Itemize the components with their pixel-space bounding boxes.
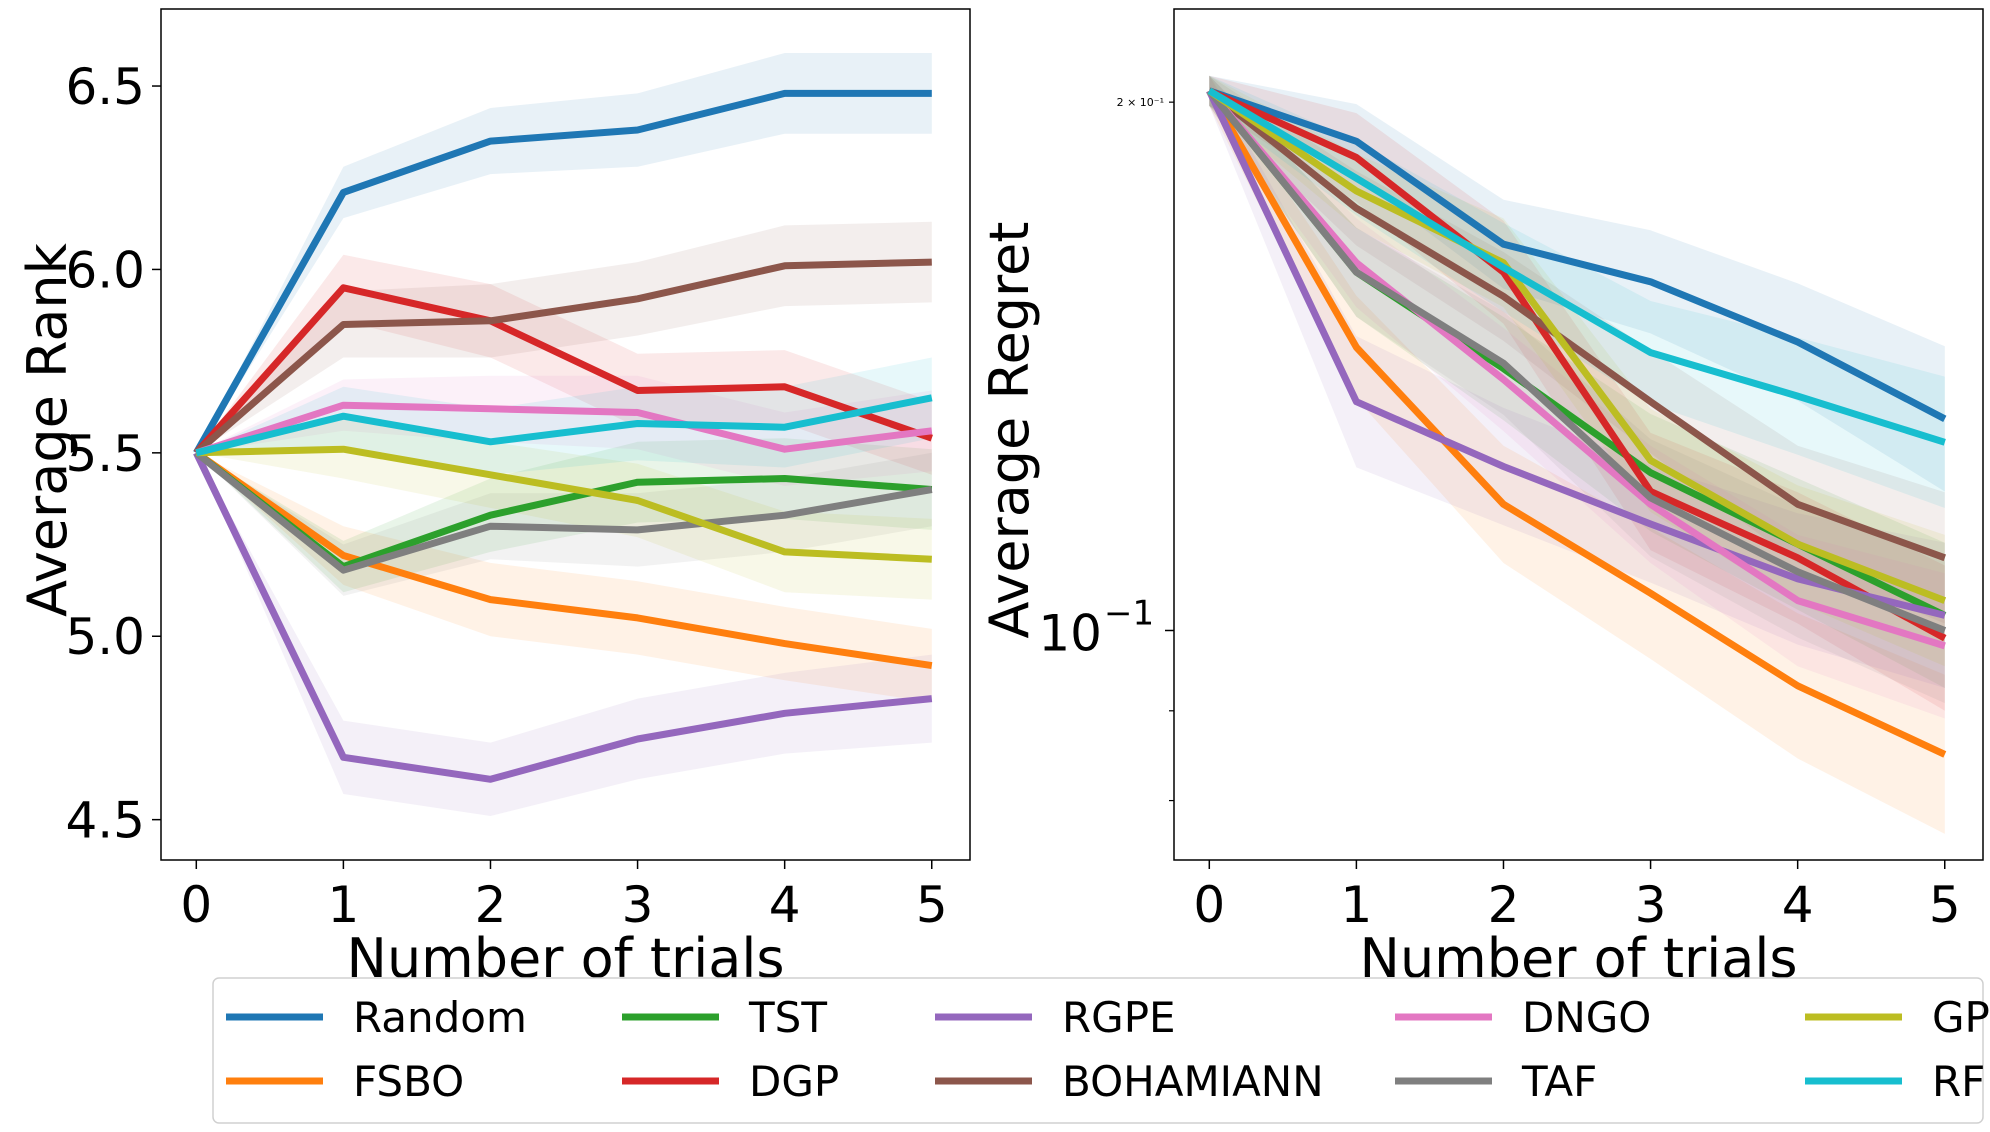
series-line-fsbo bbox=[194, 449, 933, 670]
series-line-bohamiann bbox=[193, 258, 932, 456]
series-line-rf bbox=[1207, 87, 1946, 446]
y-tick-label: 6.5 bbox=[65, 58, 145, 116]
legend-label-taf: TAF bbox=[1521, 1057, 1597, 1106]
series-line-taf bbox=[194, 450, 933, 574]
series-lines bbox=[193, 89, 933, 783]
bands bbox=[1209, 75, 1945, 834]
legend-label-dgp: DGP bbox=[749, 1057, 839, 1106]
y-tick-exponent: −1 bbox=[1104, 593, 1154, 633]
series-line-bohamiann bbox=[1207, 88, 1946, 562]
series-line-dngo bbox=[195, 401, 933, 457]
y-tick-label: 10 bbox=[1038, 604, 1102, 662]
series-line-gp bbox=[196, 445, 932, 563]
series-line-dngo bbox=[1206, 88, 1946, 650]
series-line-gp bbox=[1207, 87, 1947, 604]
x-tick-label: 2 bbox=[1488, 876, 1520, 934]
x-tick-label: 0 bbox=[1193, 876, 1225, 934]
x-tick-label: 1 bbox=[1340, 876, 1372, 934]
band-taf bbox=[1209, 75, 1945, 704]
y-minor-tick-label: 2 × 10⁻¹ bbox=[1117, 96, 1164, 109]
legend-label-rf: RF bbox=[1932, 1057, 1985, 1106]
legend-label-random: Random bbox=[353, 993, 527, 1042]
x-tick-label: 0 bbox=[180, 876, 212, 934]
legend-label-gp: GP bbox=[1932, 993, 1990, 1042]
x-tick-label: 5 bbox=[916, 876, 948, 934]
series-line-taf bbox=[1206, 88, 1947, 634]
x-tick-label: 4 bbox=[1782, 876, 1814, 934]
series-lines bbox=[1206, 87, 1947, 758]
series-line-rf bbox=[195, 394, 933, 457]
band-rgpe bbox=[1209, 75, 1945, 688]
y-tick-label: 5.0 bbox=[65, 608, 145, 666]
x-tick-label: 4 bbox=[769, 876, 801, 934]
legend-label-rgpe: RGPE bbox=[1062, 993, 1176, 1042]
series-line-rgpe bbox=[193, 451, 933, 783]
y-tick-label: 4.5 bbox=[65, 792, 145, 850]
series-line-fsbo bbox=[1206, 89, 1947, 758]
legend-label-fsbo: FSBO bbox=[353, 1057, 464, 1106]
y-axis-label: Average Rank bbox=[16, 242, 79, 617]
plot-frame bbox=[160, 8, 971, 861]
y-tick-label: 6.0 bbox=[65, 241, 145, 299]
y-axis-label: Average Regret bbox=[978, 222, 1041, 639]
band-gp bbox=[196, 419, 932, 600]
legend: Random FSBO TST DGP RGPE BOHAMIANN DNGO TAF GP RF bbox=[212, 977, 1990, 1124]
x-tick-label: 1 bbox=[327, 876, 359, 934]
series-line-random bbox=[193, 89, 932, 455]
band-rgpe bbox=[196, 452, 932, 816]
y-tick-label: 5.5 bbox=[65, 425, 145, 483]
plot-frame bbox=[1173, 8, 1984, 861]
band-fsbo bbox=[1209, 75, 1945, 834]
x-tick-label: 5 bbox=[1929, 876, 1961, 934]
legend-label-tst: TST bbox=[748, 993, 827, 1042]
band-random bbox=[196, 53, 932, 453]
band-random bbox=[1209, 75, 1945, 492]
band-gp bbox=[1209, 75, 1945, 667]
band-dngo bbox=[1209, 75, 1945, 719]
x-tick-label: 3 bbox=[622, 876, 654, 934]
x-tick-label: 2 bbox=[475, 876, 507, 934]
legend-label-dngo: DNGO bbox=[1522, 993, 1651, 1042]
series-line-random bbox=[1208, 87, 1947, 423]
band-dgp bbox=[196, 254, 932, 475]
series-line-dgp bbox=[1207, 87, 1947, 642]
series-line-dgp bbox=[193, 284, 933, 456]
band-bohamiann bbox=[196, 221, 932, 453]
x-tick-label: 3 bbox=[1635, 876, 1667, 934]
legend-label-bohamiann: BOHAMIANN bbox=[1062, 1057, 1324, 1106]
